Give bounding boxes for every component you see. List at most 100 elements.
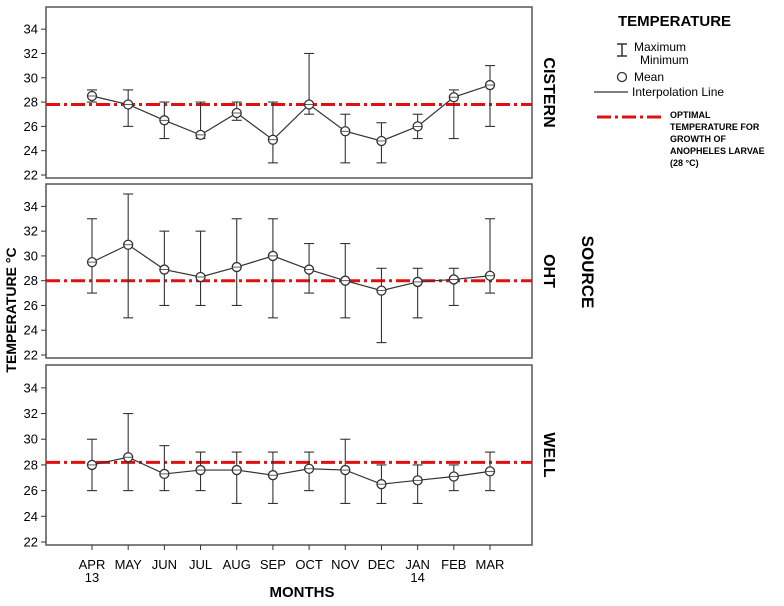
error-bar — [412, 267, 423, 319]
x-tick-label: JAN — [405, 557, 430, 572]
y-tick-label: 34 — [24, 199, 38, 214]
error-bar — [485, 65, 495, 127]
mean-point — [267, 134, 279, 145]
legend-optimal-line: OPTIMAL — [670, 110, 711, 120]
error-bar — [195, 230, 206, 307]
y-tick-label: 28 — [24, 457, 38, 472]
error-bar — [123, 193, 134, 319]
mean-point — [484, 466, 496, 477]
error-bar — [231, 451, 242, 505]
x-tick-label: JUN — [152, 557, 177, 572]
panel-label: OHT — [540, 254, 557, 288]
interpolation-line — [91, 456, 491, 485]
mean-point — [376, 479, 387, 490]
y-tick-label: 34 — [24, 22, 38, 37]
x-tick-label: DEC — [368, 557, 395, 572]
x-tick-label: MAY — [115, 557, 143, 572]
interpolation-line — [91, 244, 491, 292]
y-tick-label: 22 — [24, 535, 38, 550]
y-tick-label: 22 — [24, 348, 38, 363]
mean-point — [267, 470, 279, 481]
panel-oht: 22 24 26 28 30 32 34 OHT — [24, 183, 557, 363]
mean-point — [86, 90, 98, 102]
mean-point — [231, 464, 242, 476]
legend: TEMPERATURE Maximum Minimum Mean Interpo… — [594, 13, 765, 168]
panel-frame — [45, 6, 533, 179]
mean-point — [303, 264, 315, 275]
legend-mean-icon — [616, 71, 628, 83]
mean-point — [231, 261, 242, 273]
panel-frame — [45, 183, 533, 359]
legend-interp-label: Interpolation Line — [632, 85, 724, 99]
x-tick-label: APR — [79, 557, 106, 572]
x-tick-sublabel: 14 — [410, 570, 424, 585]
y-tick-label: 28 — [24, 95, 38, 110]
x-tick-label: OCT — [295, 557, 323, 572]
mean-point — [86, 256, 98, 268]
mean-point — [412, 276, 423, 288]
source-label: SOURCE — [578, 236, 597, 309]
x-tick-sublabel: 13 — [85, 570, 99, 585]
legend-optimal-line: (28 °C) — [670, 158, 699, 168]
y-tick-label: 22 — [24, 168, 38, 183]
error-bar — [159, 445, 170, 492]
mean-point — [448, 471, 459, 482]
mean-point — [484, 79, 496, 91]
y-axis-label: TEMPERATURE °C — [3, 247, 19, 372]
error-bar — [87, 218, 97, 294]
y-tick-label: 30 — [24, 248, 38, 263]
legend-max-min-icon — [617, 43, 627, 57]
y-tick-label: 32 — [24, 46, 38, 61]
mean-point — [376, 135, 387, 147]
error-bar — [340, 113, 351, 164]
legend-optimal-text: OPTIMAL TEMPERATURE FOR GROWTH OF ANOPHELES… — [670, 110, 765, 168]
y-tick-label: 32 — [24, 406, 38, 421]
mean-point — [195, 271, 206, 283]
x-tick-label: FEB — [441, 557, 466, 572]
mean-point — [231, 107, 242, 119]
mean-point — [340, 275, 351, 286]
mean-point — [159, 468, 170, 480]
mean-point — [123, 239, 134, 250]
y-tick-label: 26 — [24, 298, 38, 313]
panel-cistern: 22 24 26 28 30 32 34 CISTERN — [24, 6, 557, 183]
y-tick-label: 24 — [24, 323, 38, 338]
mean-point — [412, 121, 423, 132]
error-bar — [485, 218, 495, 294]
interpolation-line — [91, 84, 491, 142]
legend-optimal-line: GROWTH OF — [670, 134, 726, 144]
x-tick-label: MAR — [476, 557, 505, 572]
mean-point — [123, 99, 134, 110]
y-tick-label: 30 — [24, 70, 38, 85]
x-axis-label: MONTHS — [270, 584, 335, 601]
mean-point — [159, 115, 170, 126]
mean-point — [484, 270, 496, 281]
panel-frame — [45, 364, 533, 546]
y-tick-label: 30 — [24, 432, 38, 447]
y-tick-label: 26 — [24, 483, 38, 498]
mean-point — [123, 452, 134, 463]
mean-point — [86, 459, 98, 471]
y-tick-label: 24 — [24, 143, 38, 158]
mean-point — [340, 464, 351, 476]
x-tick-label: AUG — [223, 557, 251, 572]
mean-point — [267, 250, 279, 262]
y-tick-label: 24 — [24, 509, 38, 524]
legend-optimal-line: TEMPERATURE FOR — [670, 122, 760, 132]
y-tick-label: 28 — [24, 273, 38, 288]
panel-label: WELL — [540, 432, 557, 478]
y-tick-label: 32 — [24, 224, 38, 239]
legend-max-label: Maximum — [634, 40, 686, 54]
mean-point — [448, 92, 459, 103]
mean-point — [159, 264, 170, 275]
mean-point — [303, 463, 315, 474]
error-bar — [267, 218, 278, 319]
x-tick-label: SEP — [260, 557, 286, 572]
mean-point — [376, 285, 387, 296]
error-bar — [376, 267, 387, 344]
legend-min-label: Minimum — [640, 53, 689, 67]
error-bar — [448, 267, 459, 307]
mean-point — [340, 126, 351, 137]
y-tick-label: 34 — [24, 380, 38, 395]
